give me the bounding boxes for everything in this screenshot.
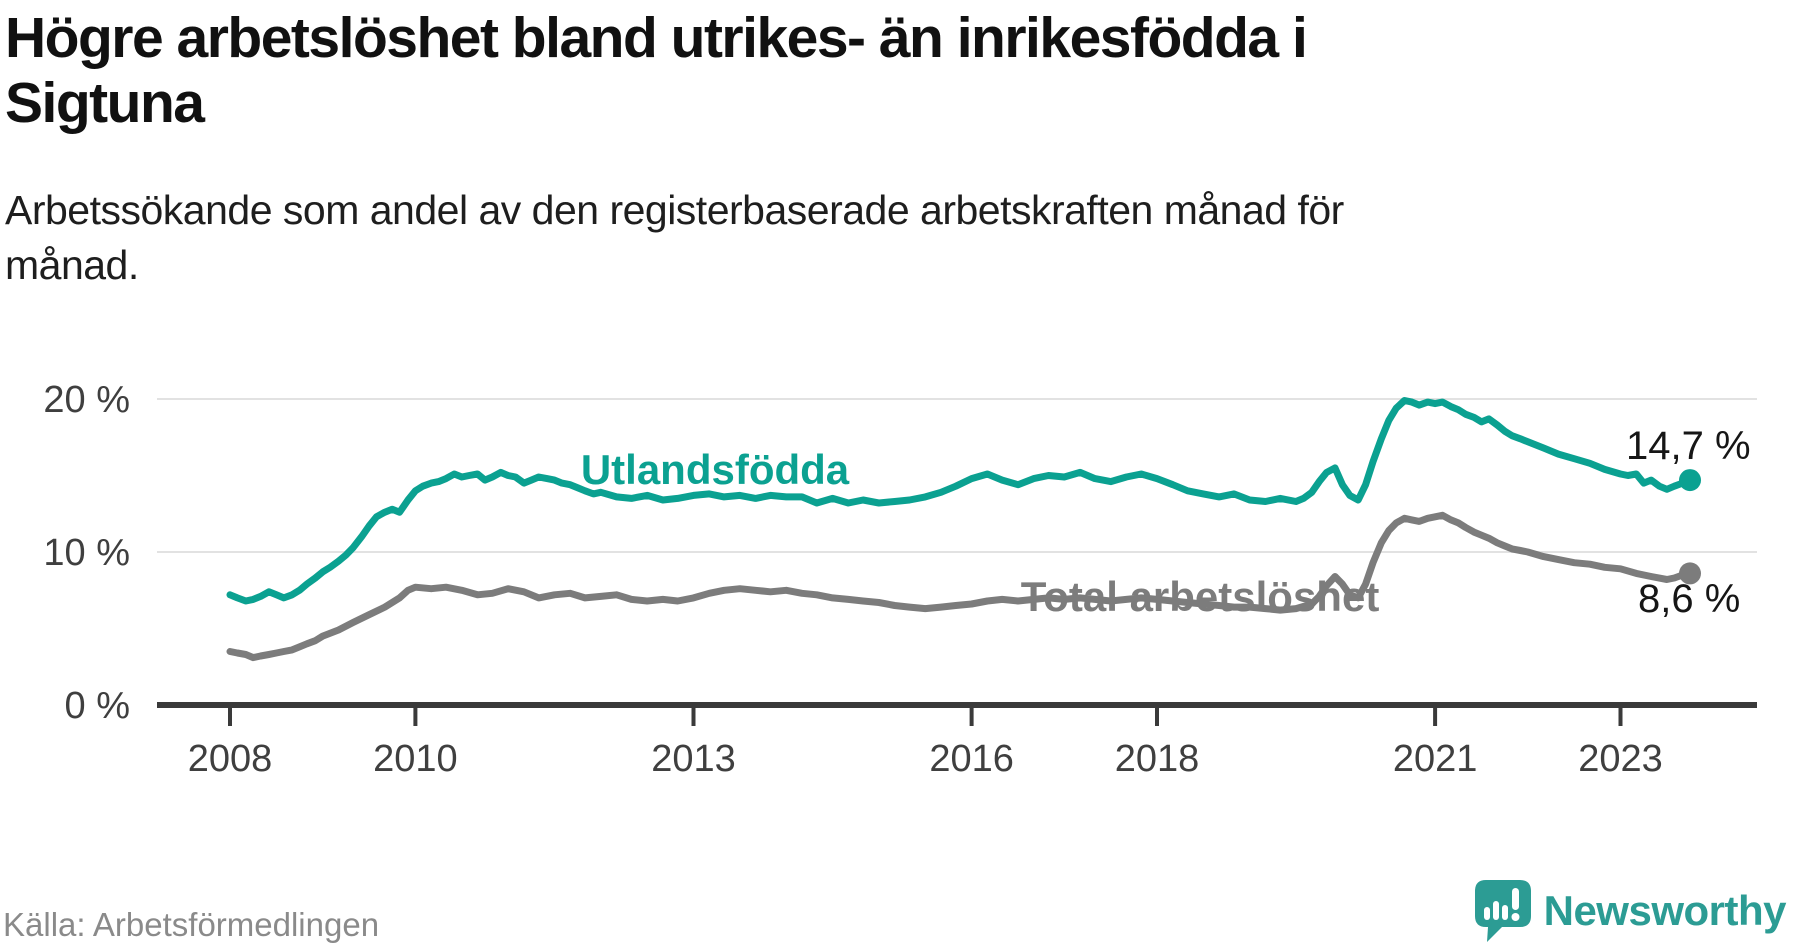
series-label: Total arbetslöshet [1021, 573, 1380, 620]
series-label: Utlandsfödda [581, 446, 850, 493]
newsworthy-speech-bubble-icon [1474, 880, 1531, 942]
newsworthy-wordmark: Newsworthy [1543, 887, 1787, 934]
chart-title-line-1: Högre arbetslöshet bland utrikes- än inr… [5, 6, 1308, 70]
source-note: Källa: Arbetsförmedlingen [3, 906, 380, 943]
y-tick-label: 20 % [43, 379, 130, 421]
series-end-value: 8,6 % [1638, 577, 1740, 621]
y-tick-label: 10 % [43, 532, 130, 574]
series-line-total [226, 511, 1694, 662]
newsworthy-logo: Newsworthy [1474, 880, 1787, 942]
series-end-value: 14,7 % [1626, 424, 1751, 468]
x-tick-label: 2013 [651, 738, 736, 780]
x-tick-label: 2021 [1393, 738, 1478, 780]
series-end-dot [1679, 562, 1701, 585]
x-tick-label: 2008 [188, 738, 273, 780]
series-line-utlandsfodda [226, 397, 1694, 605]
chart-subtitle: Arbetssökande som andel av den registerb… [5, 183, 1344, 293]
y-tick-label: 0 % [65, 685, 130, 727]
chart-title-line-2: Sigtuna [5, 71, 205, 135]
x-tick-label: 2023 [1578, 738, 1663, 780]
chart-subtitle-line-1: Arbetssökande som andel av den registerb… [5, 187, 1344, 233]
x-tick-label: 2018 [1115, 738, 1200, 780]
x-tick-label: 2010 [373, 738, 458, 780]
chart-subtitle-line-2: månad. [5, 242, 139, 288]
x-tick-label: 2016 [929, 738, 1014, 780]
series-end-dot [1679, 469, 1701, 492]
chart-title: Högre arbetslöshet bland utrikes- än inr… [5, 6, 1308, 136]
